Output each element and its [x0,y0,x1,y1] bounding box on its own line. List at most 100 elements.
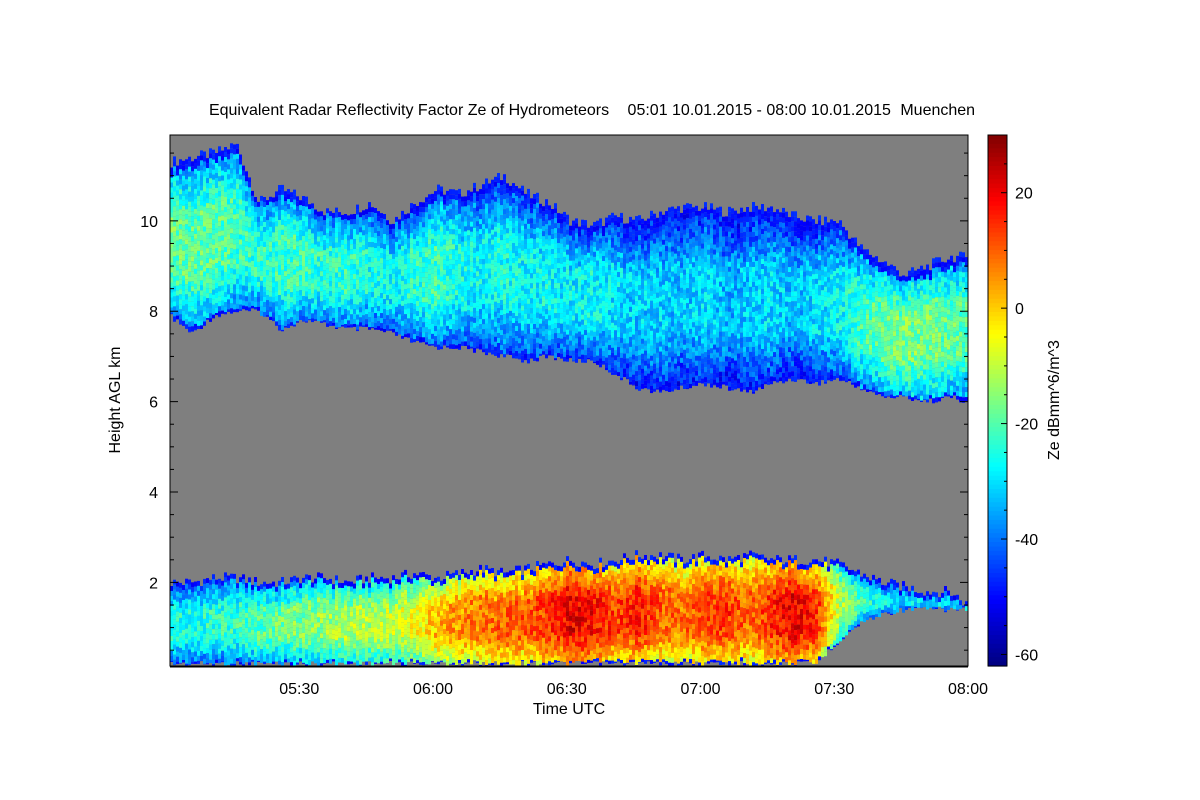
radar-cell [635,271,638,277]
radar-cell [191,246,194,252]
radar-cell [356,294,359,300]
radar-cell [443,269,446,275]
radar-cell [527,353,530,359]
radar-cell [395,236,398,242]
radar-cell [659,296,662,302]
radar-cell [332,317,335,323]
radar-cell [443,204,446,210]
radar-cell [587,247,590,253]
radar-cell [260,195,263,201]
radar-cell [620,342,623,348]
radar-cell [347,230,350,236]
radar-cell [491,269,494,275]
radar-cell [617,322,620,328]
radar-cell [179,169,182,175]
radar-cell [563,291,566,297]
radar-cell [305,221,308,227]
radar-cell [188,231,191,237]
radar-cell [278,220,281,225]
radar-cell [185,199,188,205]
radar-cell [410,243,413,249]
radar-cell [257,251,260,257]
radar-cell [293,264,296,270]
radar-cell [635,361,638,367]
radar-cell [230,238,233,244]
radar-cell [395,256,398,262]
radar-cell [203,321,206,326]
radar-cell [662,384,665,390]
radar-cell [314,249,317,255]
radar-cell [638,340,641,346]
radar-cell [236,163,239,169]
radar-cell [230,198,233,204]
radar-cell [581,299,584,305]
radar-cell [644,330,647,336]
radar-cell [620,232,623,238]
radar-cell [467,235,470,241]
radar-cell [371,237,374,243]
radar-cell [452,189,455,195]
radar-cell [182,255,185,261]
radar-cell [506,243,509,249]
radar-cell [299,315,302,320]
radar-cell [494,236,497,242]
radar-cell [629,241,632,247]
radar-cell [353,224,356,229]
radar-cell [320,216,323,222]
radar-cell [293,189,296,195]
radar-cell [479,209,482,215]
radar-cell [626,243,629,249]
radar-cell [476,321,479,327]
radar-cell [608,255,611,261]
radar-cell [527,223,530,229]
radar-cell [212,299,215,305]
radar-cell [548,280,551,286]
radar-cell [308,229,311,235]
radar-cell [587,302,590,308]
radar-cell [443,344,446,346]
radar-cell [560,283,563,289]
radar-cell [479,334,482,340]
radar-cell [524,358,527,361]
radar-cell [272,312,275,318]
radar-cell [584,225,587,231]
radar-cell [482,294,485,300]
radar-cell [431,228,434,234]
radar-cell [449,289,452,295]
radar-cell [584,270,587,276]
radar-cell [533,304,536,309]
radar-cell [641,348,644,354]
radar-cell [416,251,419,256]
radar-cell [290,247,293,253]
radar-cell [557,218,560,224]
radar-cell [401,275,404,281]
radar-cell [596,310,599,316]
radar-cell [392,268,395,274]
radar-cell [464,291,467,297]
radar-cell [173,311,176,317]
radar-cell [629,346,632,352]
radar-cell [353,269,356,274]
radar-cell [293,239,296,245]
radar-cell [533,199,536,204]
radar-cell [662,294,665,300]
radar-cell [440,226,443,232]
radar-cell [503,309,506,315]
radar-cell [311,303,314,309]
radar-cell [611,322,614,328]
radar-cell [395,226,398,232]
radar-cell [320,246,323,252]
radar-cell [275,226,278,232]
radar-cell [281,299,284,305]
radar-cell [410,208,413,214]
radar-cell [464,296,467,302]
radar-cell [548,230,551,236]
radar-cell [410,298,413,304]
radar-cell [242,230,245,236]
radar-cell [605,342,608,348]
radar-cell [584,290,587,296]
radar-cell [224,212,227,217]
radar-cell [245,201,248,207]
radar-cell [425,337,428,343]
radar-cell [455,295,458,301]
